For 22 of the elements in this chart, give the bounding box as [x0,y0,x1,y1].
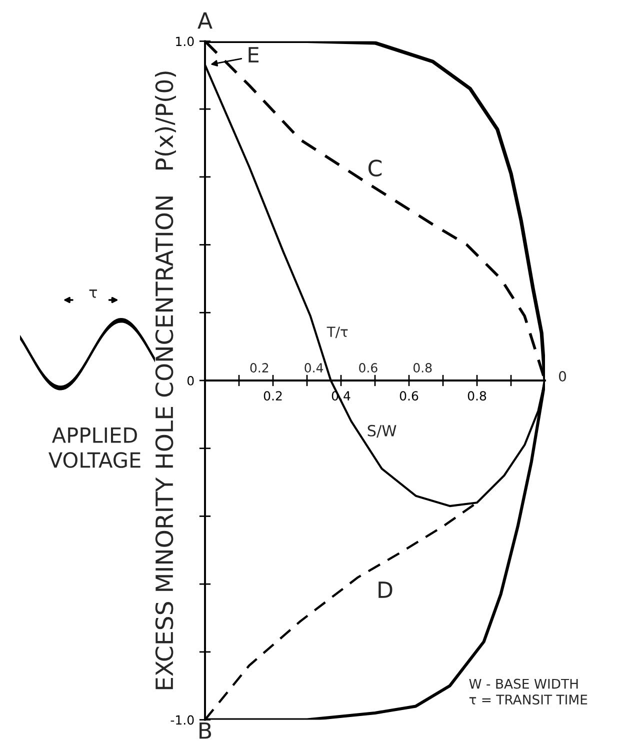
y-tick-label: -1.0 [170,715,194,725]
x-tick-label: 0.2 [264,391,282,401]
text: A [198,12,212,29]
y-axis-title: EXCESS MINORITY HOLE CONCENTRATION P(x)/P(0) [154,72,176,690]
text: B [200,722,212,739]
x-tick-label: 0.6 [400,391,418,401]
x2-tick-label: 0.6 [359,363,378,373]
x2-tick-label: 0.2 [250,363,268,373]
annotation: C [368,160,382,176]
y-tick-label: 0 [187,376,194,386]
y-tick-label: 1.0 [176,36,194,46]
text: τ [89,289,97,298]
annotation: D [378,582,392,598]
text: 0 [558,371,566,382]
annotation: W - BASE WIDTH τ = TRANSIT TIME [469,678,588,705]
annotation: E [248,47,258,62]
text: APPLIED VOLTAGE [48,428,140,468]
x-axis-title: S/W [368,424,396,438]
x2-tick-label: 0.8 [413,363,432,373]
x2-tick-label: 0.4 [304,363,324,373]
x-tick-label: 0.8 [468,391,486,401]
x2-axis-title: T/τ [326,326,348,338]
